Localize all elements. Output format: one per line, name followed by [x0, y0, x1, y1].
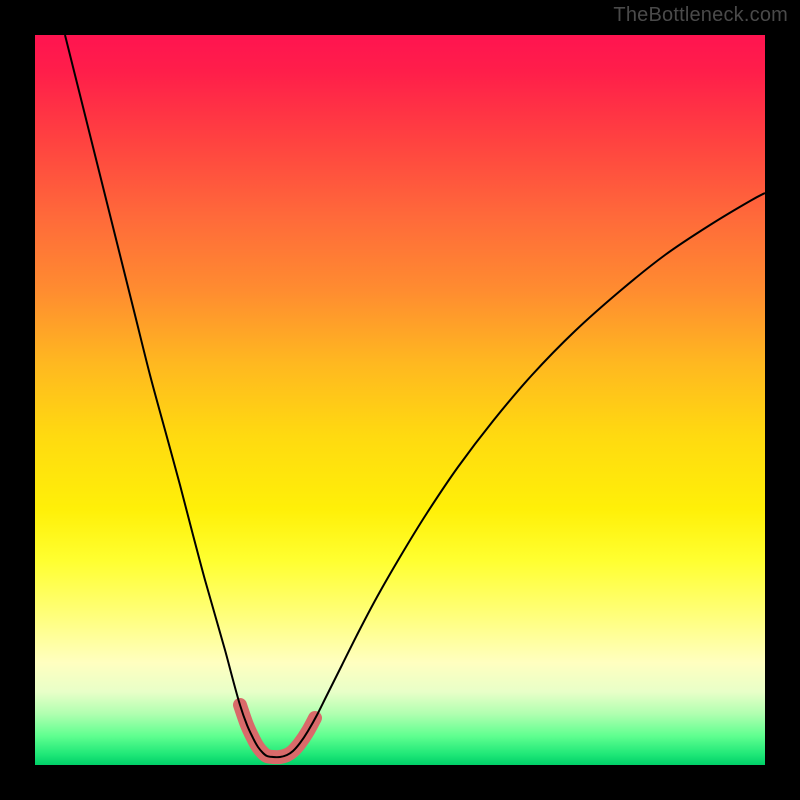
- watermark-text: TheBottleneck.com: [613, 4, 788, 27]
- curve-accent-base: [240, 705, 315, 757]
- curve-line: [65, 35, 765, 757]
- plot-area: [35, 35, 765, 765]
- bottleneck-curve: [35, 35, 765, 765]
